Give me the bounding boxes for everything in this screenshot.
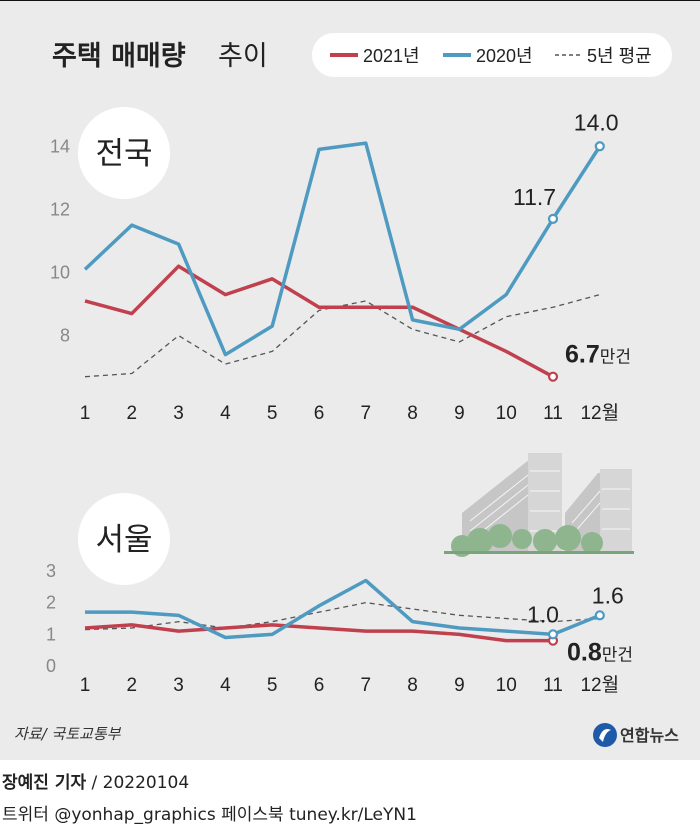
chart-title: 주택 매매량 bbox=[52, 41, 186, 72]
x-tick-label: 4 bbox=[220, 403, 231, 424]
y-tick-label: 3 bbox=[46, 561, 56, 581]
y-tick-label: 2 bbox=[46, 593, 56, 613]
data-label: 6.7만건 bbox=[565, 341, 631, 369]
x-tick-label: 11 bbox=[543, 675, 563, 696]
chart-canvas: 주택 매매량 추이 2021년 2020년 5년 평균 전국 서울 bbox=[14, 33, 679, 747]
chart-title-sub: 추이 bbox=[218, 41, 268, 72]
y-tick-label: 8 bbox=[60, 326, 70, 346]
series-line-2020 bbox=[83, 141, 602, 357]
data-point-marker bbox=[547, 371, 559, 382]
yonhap-logo: 연합뉴스 bbox=[593, 723, 679, 747]
x-tick-label: 8 bbox=[407, 403, 418, 424]
data-label-unit: 만건 bbox=[600, 348, 631, 367]
legend-label-avg: 5년 평균 bbox=[587, 46, 652, 66]
x-tick-label: 3 bbox=[173, 675, 184, 696]
x-tick-label: 10 bbox=[496, 675, 517, 696]
data-point-marker bbox=[594, 610, 605, 621]
seoul-badge-label: 서울 bbox=[95, 522, 152, 558]
legend-box bbox=[312, 33, 672, 77]
x-tick-label: 7 bbox=[361, 403, 372, 424]
legend-label-2020: 2020년 bbox=[476, 46, 533, 66]
x-tick-label: 11 bbox=[543, 403, 563, 424]
data-label: 0.8만건 bbox=[567, 639, 633, 667]
national-badge bbox=[78, 107, 170, 199]
apartment-illustration bbox=[444, 453, 634, 557]
series-line-2021 bbox=[84, 264, 554, 379]
x-tick-label: 12월 bbox=[580, 402, 619, 424]
seoul-badge bbox=[78, 493, 170, 585]
y-tick-label: 0 bbox=[46, 656, 56, 676]
x-tick-label: 9 bbox=[454, 675, 465, 696]
data-label: 14.0 bbox=[574, 109, 619, 135]
series-line-avg bbox=[84, 602, 600, 631]
data-point-marker bbox=[594, 141, 605, 152]
yonhap-logo-text: 연합뉴스 bbox=[620, 726, 679, 745]
data-label: 1.6 bbox=[592, 582, 624, 608]
legend-label-2021: 2021년 bbox=[363, 46, 420, 66]
x-tick-label: 5 bbox=[267, 403, 278, 424]
byline: 장예진 기자 / 20220104 bbox=[2, 768, 189, 793]
national-badge-label: 전국 bbox=[95, 136, 152, 172]
x-tick-label: 7 bbox=[361, 675, 372, 696]
data-label: 1.0 bbox=[527, 601, 559, 627]
x-tick-label: 3 bbox=[173, 403, 184, 424]
infographic-panel: 주택 매매량 추이 2021년 2020년 5년 평균 전국 서울 bbox=[0, 0, 700, 760]
x-tick-label: 4 bbox=[220, 675, 231, 696]
x-tick-label: 10 bbox=[496, 403, 517, 424]
data-label: 11.7 bbox=[513, 184, 556, 210]
y-tick-label: 12 bbox=[50, 199, 70, 219]
x-tick-label: 1 bbox=[80, 403, 91, 424]
y-tick-label: 10 bbox=[50, 263, 70, 283]
series-line-2021 bbox=[84, 623, 553, 643]
social-links: 트위터 @yonhap_graphics 페이스북 tuney.kr/LeYN1 bbox=[2, 805, 417, 825]
series-line-2020 bbox=[85, 578, 601, 640]
publish-date: / 20220104 bbox=[86, 773, 190, 793]
x-tick-label: 5 bbox=[267, 675, 278, 696]
data-point-marker bbox=[547, 213, 559, 224]
x-tick-label: 2 bbox=[127, 403, 138, 424]
x-tick-label: 6 bbox=[314, 403, 325, 424]
x-tick-label: 8 bbox=[407, 675, 418, 696]
x-tick-label: 1 bbox=[80, 675, 91, 696]
data-label-unit: 만건 bbox=[602, 646, 633, 665]
x-tick-label: 2 bbox=[127, 675, 138, 696]
author: 장예진 기자 bbox=[2, 773, 87, 793]
x-tick-label: 6 bbox=[314, 675, 325, 696]
source-note: 자료/ 국토교통부 bbox=[14, 725, 122, 743]
seoul-chart: 0 1 2 3 1 2 3 4 5 6 7 8 9 10 11 12월 0.8만건 1.0 1.6 bbox=[46, 561, 633, 696]
data-point-marker bbox=[547, 629, 559, 640]
x-tick-label: 9 bbox=[454, 403, 465, 424]
x-tick-label: 12월 bbox=[580, 674, 619, 696]
y-tick-label: 14 bbox=[50, 136, 70, 156]
y-tick-label: 1 bbox=[46, 624, 56, 644]
